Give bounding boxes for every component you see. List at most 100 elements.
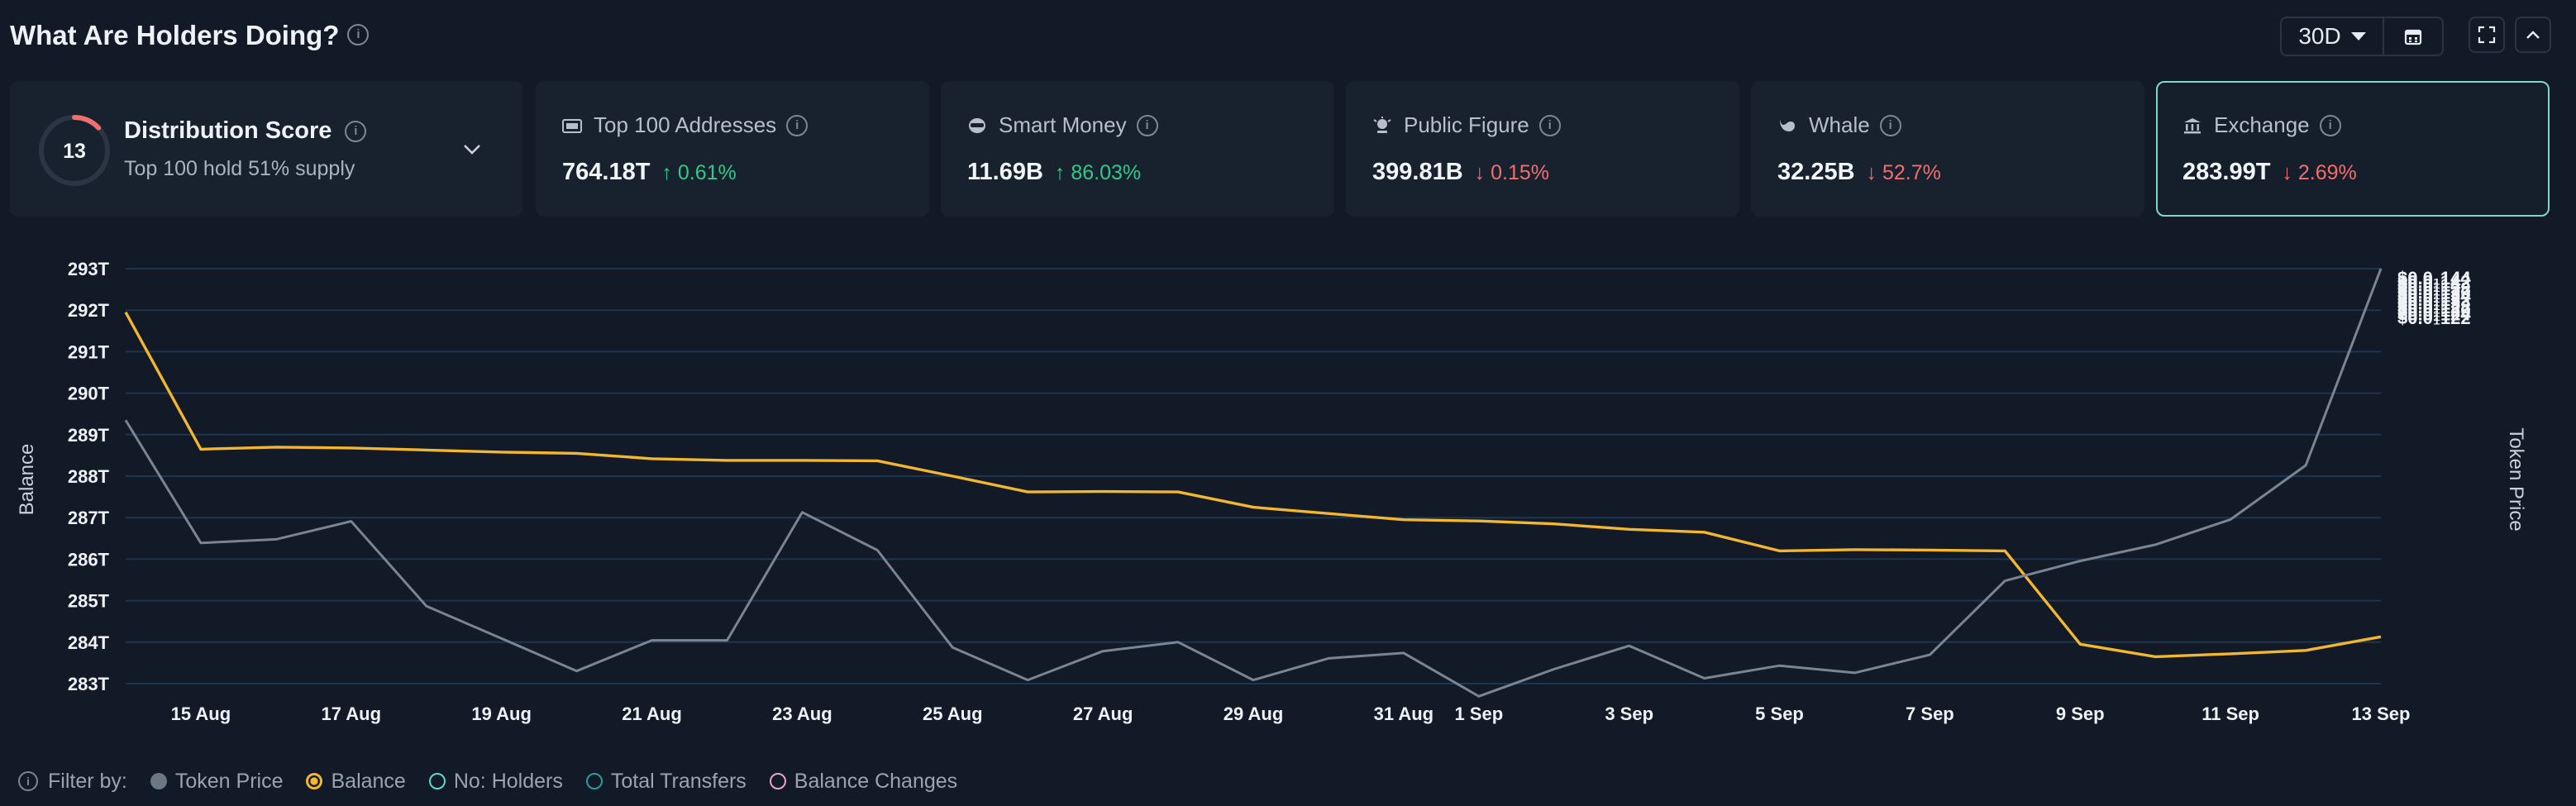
change-down: ↓ 52.7%: [1866, 161, 1941, 184]
balance-line: [124, 311, 2382, 659]
fullscreen-button[interactable]: [2469, 17, 2505, 53]
y-tick-label-left: 291T: [68, 341, 110, 362]
y-tick-label-right: $0.0₁136: [2397, 282, 2471, 303]
token-price-line: [124, 268, 2383, 698]
x-tick-label: 25 Aug: [923, 703, 983, 724]
card-label: Smart Money i: [967, 112, 1158, 138]
y-tick-label-left: 287T: [68, 508, 110, 528]
public-figure-card[interactable]: Public Figure i 399.81B ↓ 0.15%: [1346, 81, 1739, 217]
holder-cards: 13 Distribution Score i Top 100 hold 51% …: [10, 81, 2551, 217]
holders-chart: 293T 292T 291T 290T 289T 288T 287T 286T 285T 284T…: [16, 259, 2527, 724]
period-dropdown[interactable]: 30D: [2282, 18, 2384, 55]
distribution-score-title: Distribution Score i: [124, 117, 367, 145]
y-tick-label-left: 288T: [68, 466, 110, 487]
y-axis-left: 293T 292T 291T 290T 289T 288T 287T 286T 285T 284T…: [68, 259, 110, 694]
change-down: ↓ 0.15%: [1474, 161, 1549, 184]
legend-item-token-price[interactable]: Token Price: [150, 770, 283, 794]
bank-icon: [2182, 117, 2202, 135]
y-tick-label-left: 290T: [68, 384, 110, 404]
change-up: ↑ 86.03%: [1054, 161, 1142, 184]
top-100-addresses-card[interactable]: Top 100 Addresses i 764.18T ↑ 0.61%: [536, 81, 929, 217]
x-tick-label: 11 Sep: [2202, 703, 2259, 724]
x-tick-label: 13 Sep: [2352, 703, 2411, 724]
distribution-score-gauge: 13: [39, 115, 110, 186]
x-tick-label: 27 Aug: [1073, 703, 1133, 724]
x-tick-label: 9 Sep: [2056, 703, 2105, 724]
x-tick-label: 3 Sep: [1605, 703, 1653, 724]
chart-legend: i Filter by: Token Price Balance No: Holde…: [18, 767, 957, 795]
legend-marker-icon: [585, 773, 603, 789]
exchange-card[interactable]: Exchange i 283.99T ↓ 2.69%: [2156, 81, 2550, 217]
legend-label: No: Holders: [453, 769, 563, 793]
ranking-icon: [562, 117, 582, 134]
y-tick-label-left: 283T: [68, 674, 110, 694]
caret-down-icon: [2350, 32, 2366, 41]
info-icon[interactable]: i: [2319, 114, 2341, 136]
x-axis: 15 Aug 17 Aug 19 Aug 21 Aug 23 Aug 25 Aug 27 A…: [171, 703, 2411, 724]
smart-money-card[interactable]: Smart Money i 11.69B ↑ 86.03%: [941, 81, 1334, 217]
y-tick-label-right: $0.0₁14: [2397, 275, 2461, 296]
info-icon[interactable]: i: [347, 24, 370, 46]
legend-marker-icon: [150, 773, 167, 789]
x-tick-label: 31 Aug: [1374, 703, 1434, 724]
change-up: ↑ 0.61%: [661, 161, 737, 184]
legend-label: Balance: [331, 769, 406, 793]
chevron-down-icon[interactable]: [461, 141, 483, 157]
info-icon[interactable]: i: [345, 120, 367, 142]
collapse-button[interactable]: [2515, 17, 2551, 53]
y-tick-label-right: $0.0₁124: [2397, 304, 2471, 325]
calendar-icon: [2404, 29, 2422, 45]
card-value: 399.81B ↓ 0.15%: [1372, 159, 1549, 185]
fullscreen-icon: [2478, 26, 2496, 44]
y-tick-label-left: 284T: [68, 632, 110, 653]
distribution-score-subtitle: Top 100 hold 51% supply: [124, 157, 355, 180]
y-tick-label-right: $0.0₁132: [2397, 289, 2471, 310]
y-tick-label-right: $0.0₁134: [2397, 286, 2471, 307]
y-tick-label-right: $0.0₁122: [2397, 308, 2471, 328]
card-label: Top 100 Addresses i: [562, 112, 809, 138]
y-tick-label-right: $0.0₁142: [2397, 271, 2471, 292]
filter-label: Filter by:: [48, 769, 127, 793]
y-axis-title-left: Balance: [16, 444, 38, 516]
change-down: ↓ 2.69%: [2282, 161, 2357, 184]
header: What Are Holders Doing? i 30D: [10, 17, 2551, 56]
chevron-up-icon: [2526, 31, 2540, 39]
legend-label: Balance Changes: [794, 769, 958, 793]
info-icon[interactable]: i: [786, 114, 809, 136]
chart-grid: [126, 268, 2381, 684]
legend-item-no-holders[interactable]: No: Holders: [428, 769, 563, 794]
y-axis-right: $0.0₁144$0.0₁142$0.0₁14$0.0₁138$0.0₁136$…: [2397, 268, 2471, 328]
x-tick-label: 21 Aug: [622, 703, 682, 724]
legend-marker-icon: [769, 773, 786, 789]
x-tick-label: 7 Sep: [1906, 703, 1954, 724]
x-tick-label: 29 Aug: [1224, 703, 1284, 724]
x-tick-label: 19 Aug: [471, 703, 532, 724]
whale-card[interactable]: Whale i 32.25B ↓ 52.7%: [1751, 81, 2144, 217]
legend-items: Token Price Balance No: Holders Total Trans…: [150, 770, 957, 794]
legend-item-balance-changes[interactable]: Balance Changes: [769, 769, 958, 794]
legend-marker-icon: [428, 773, 446, 789]
whale-icon: [1777, 117, 1797, 135]
y-tick-label-right: $0.0₁13: [2397, 293, 2460, 313]
card-value: 32.25B ↓ 52.7%: [1777, 159, 1941, 185]
info-icon[interactable]: i: [1136, 114, 1158, 136]
legend-item-total-transfers[interactable]: Total Transfers: [585, 769, 747, 794]
page-title: What Are Holders Doing? i: [10, 20, 370, 51]
info-icon[interactable]: i: [1538, 114, 1561, 136]
public-figure-icon: [1372, 116, 1392, 135]
period-selector-group: 30D: [2280, 17, 2444, 56]
y-tick-label-right: $0.0₁126: [2397, 300, 2471, 321]
card-label: Exchange i: [2182, 112, 2341, 138]
card-value: 11.69B ↑ 86.03%: [967, 159, 1142, 185]
info-icon[interactable]: i: [18, 771, 38, 791]
distribution-score-card[interactable]: 13 Distribution Score i Top 100 hold 51% …: [10, 81, 522, 217]
smart-money-icon: [967, 117, 987, 135]
info-icon[interactable]: i: [1879, 114, 1901, 136]
y-tick-label-right: $0.0₁128: [2397, 297, 2471, 317]
calendar-button[interactable]: [2384, 18, 2442, 55]
legend-label: Total Transfers: [610, 769, 747, 793]
x-tick-label: 23 Aug: [772, 703, 832, 724]
legend-item-balance[interactable]: Balance: [306, 769, 406, 794]
y-tick-label-left: 293T: [68, 259, 110, 279]
card-label: Whale i: [1777, 112, 1901, 138]
